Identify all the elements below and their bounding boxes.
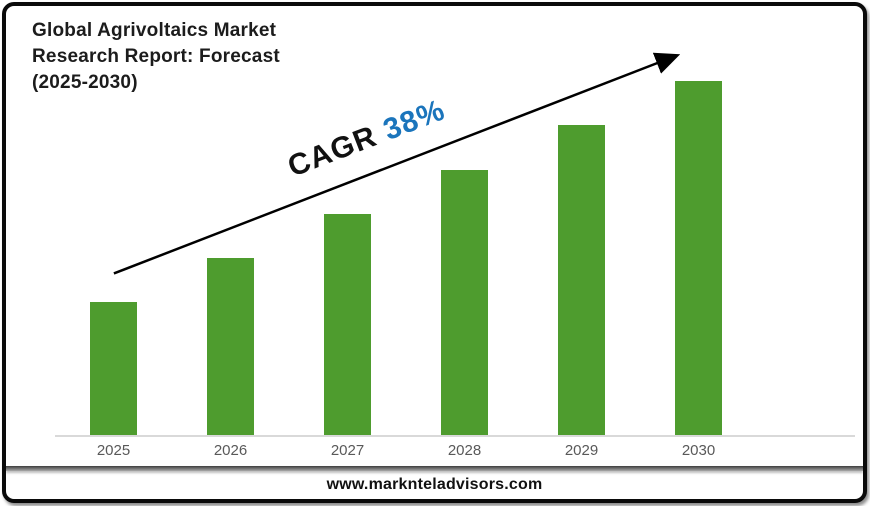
footer-band: www.marknteladvisors.com (6, 471, 863, 499)
x-axis-line (55, 435, 855, 437)
bar-2027 (324, 213, 371, 435)
chart-title-line-1: Global Agrivoltaics Market (32, 20, 277, 41)
bar-2026 (207, 258, 254, 435)
footer-divider (6, 466, 863, 471)
bar-2030 (675, 81, 722, 435)
x-tick-2026: 2026 (213, 442, 248, 459)
bar-2025 (90, 302, 137, 435)
bar-slot-2026 (172, 78, 289, 435)
x-tick-2029: 2029 (564, 442, 599, 459)
x-tick-2030: 2030 (681, 442, 716, 459)
bar-2028 (441, 169, 488, 435)
x-tick-2025: 2025 (96, 442, 131, 459)
website-url: www.marknteladvisors.com (326, 476, 543, 493)
chart-title-line-2: Research Report: Forecast (32, 46, 280, 67)
chart-title-line-3: (2025-2030) (32, 72, 138, 93)
bar-slot-2030 (640, 78, 757, 435)
x-tick-2028: 2028 (447, 442, 482, 459)
bar-2029 (558, 125, 605, 435)
x-tick-2027: 2027 (330, 442, 365, 459)
bar-slot-2025 (55, 78, 172, 435)
x-axis-labels: 2025 2026 2027 2028 2029 2030 (55, 440, 757, 462)
bar-slot-2029 (523, 78, 640, 435)
